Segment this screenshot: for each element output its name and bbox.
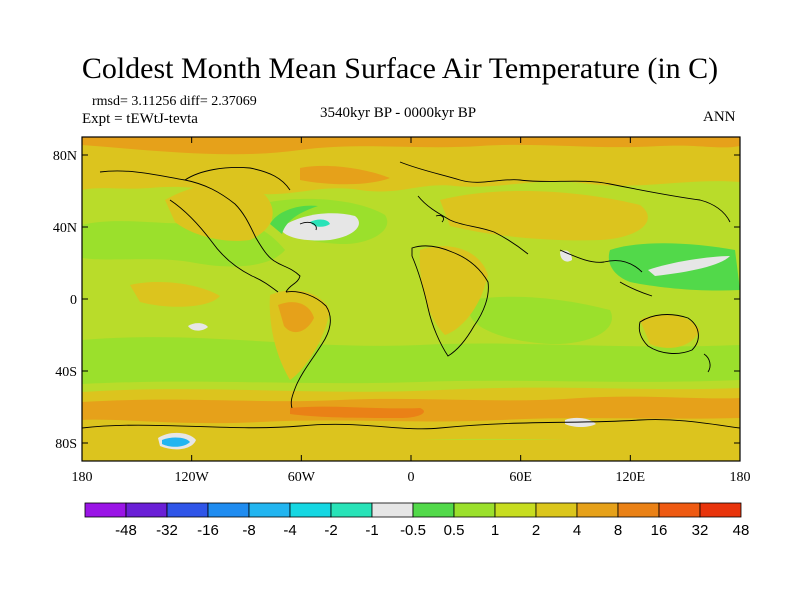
lat-tick-label: 80N (53, 149, 77, 164)
colorbar-label: -16 (197, 522, 219, 539)
lat-tick-label: 0 (70, 293, 77, 308)
colorbar-label: 1 (491, 522, 499, 539)
colorbar-label: -2 (324, 522, 337, 539)
colorbar-swatch (658, 502, 701, 518)
lon-tick-label: 180 (72, 470, 93, 485)
longitude-axis: 180 120W 60W 0 60E 120E 180 (72, 137, 751, 485)
experiment-label: Expt = tEWtJ-tevta (82, 111, 198, 127)
lon-tick-label: 180 (730, 470, 751, 485)
colorbar-swatch (699, 502, 742, 518)
colorbar-label: -0.5 (400, 522, 426, 539)
field-africa-warm (419, 246, 488, 335)
lat-tick-label: 40N (53, 221, 77, 236)
colorbar-label: 16 (651, 522, 668, 539)
field-arctic-hot-2 (300, 165, 390, 185)
colorbar-label: -1 (365, 522, 378, 539)
colorbar-label: -32 (156, 522, 178, 539)
lon-tick-label: 0 (408, 470, 415, 485)
season-label: ANN (703, 109, 736, 125)
colorbar-label: 0.5 (444, 522, 465, 539)
field-north-atlantic-green-rim (270, 205, 318, 234)
colorbar-swatch (453, 502, 496, 518)
lat-tick-label: 80S (55, 437, 77, 452)
colorbar-label: -4 (283, 522, 296, 539)
colorbar-swatch (207, 502, 250, 518)
colorbar-label: 8 (614, 522, 622, 539)
colorbar-label: -48 (115, 522, 137, 539)
lon-tick-label: 120W (175, 470, 210, 485)
colorbar-swatch (330, 502, 373, 518)
chart-title: Coldest Month Mean Surface Air Temperatu… (81, 52, 719, 85)
field-indian-green (470, 296, 612, 345)
field-north-atlantic-cold (280, 213, 359, 241)
period-label: 3540kyr BP - 0000kyr BP (320, 105, 477, 121)
colorbar-label: 48 (733, 522, 750, 539)
lon-tick-label: 120E (616, 470, 646, 485)
field-australia-warm (640, 314, 700, 348)
colorbar-swatch (166, 502, 209, 518)
colorbar-swatch (494, 502, 537, 518)
colorbar-swatch (412, 502, 455, 518)
latitude-axis: 80N 40N 0 40S 80S (53, 149, 740, 452)
colorbar-swatch (125, 502, 168, 518)
field-east-pacific-warm (130, 282, 220, 307)
field-red-sea-cold (560, 250, 572, 262)
colorbar-swatch (289, 502, 332, 518)
field-antarctic-margin (290, 406, 424, 418)
colorbar-swatch (617, 502, 660, 518)
field-antarctic-interior (82, 440, 740, 461)
field-arctic-hot (82, 137, 740, 155)
field-ross-sea-cyan (162, 437, 190, 447)
colorbar-label: 32 (692, 522, 709, 539)
colorbar-swatch (371, 502, 414, 518)
colorbar-swatch (84, 502, 127, 518)
field-eurasia-warm (440, 190, 648, 241)
lon-tick-label: 60E (509, 470, 532, 485)
field-north-america-warm (165, 183, 273, 241)
colorbar-label: 4 (573, 522, 581, 539)
field-west-pacific-cold (648, 256, 730, 276)
coastlines (82, 161, 740, 430)
field-south-pacific-cold (188, 323, 208, 331)
colorbar-label: -8 (242, 522, 255, 539)
colorbar-label: 2 (532, 522, 540, 539)
lat-tick-label: 40S (55, 365, 77, 380)
field-south-america-hot (278, 302, 314, 333)
colorbar-swatch (535, 502, 578, 518)
lon-tick-label: 60W (288, 470, 316, 485)
field-southern-green (82, 337, 740, 384)
colorbar: -48 -32 -16 -8 -4 -2 -1 -0.5 0.5 1 2 4 8 16 32 48 (84, 502, 750, 539)
colorbar-swatch (248, 502, 291, 518)
colorbar-swatch (576, 502, 619, 518)
rmsd-diff-stats: rmsd= 3.11256 diff= 2.37069 (92, 94, 257, 109)
